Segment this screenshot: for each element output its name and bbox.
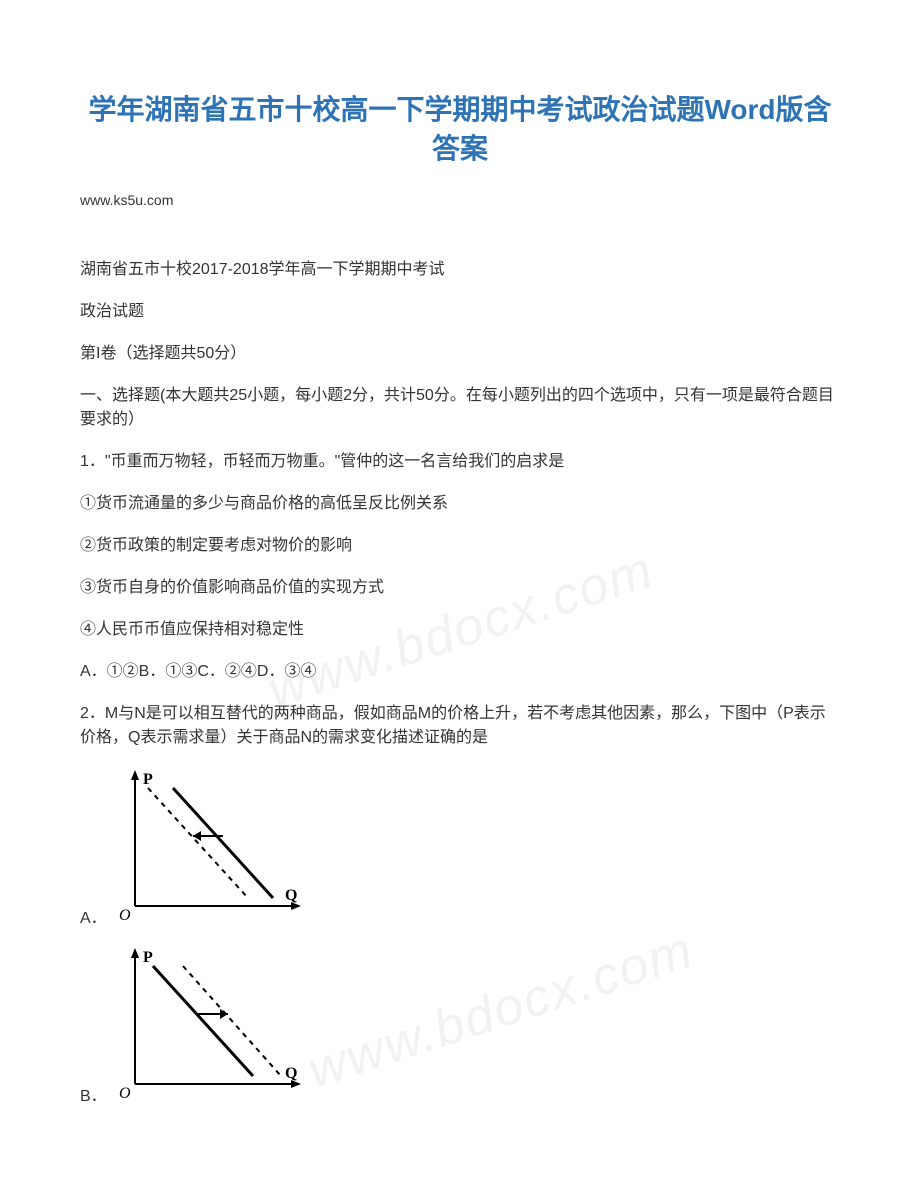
q1-option-1: ①货币流通量的多少与商品价格的高低呈反比例关系 xyxy=(80,492,840,516)
q2-stem: 2．M与N是可以相互替代的两种商品，假如商品M的价格上升，若不考虑其他因素，那么… xyxy=(80,702,840,750)
section-header: 第I卷（选择题共50分） xyxy=(80,342,840,366)
q1-stem: 1．"币重而万物轻，币轻而万物重。"管仲的这一名言给我们的启求是 xyxy=(80,450,840,474)
q2-option-b-row: B． P Q O xyxy=(80,946,840,1106)
svg-text:P: P xyxy=(143,949,153,966)
demand-chart-b: P Q O xyxy=(113,946,303,1106)
svg-text:O: O xyxy=(119,1085,131,1102)
source-url: www.ks5u.com xyxy=(80,192,840,208)
q1-option-2: ②货币政策的制定要考虑对物价的影响 xyxy=(80,534,840,558)
svg-text:Q: Q xyxy=(285,1065,297,1082)
exam-header: 湖南省五市十校2017-2018学年高一下学期期中考试 xyxy=(80,258,840,282)
option-b-label: B． xyxy=(80,1082,107,1106)
instructions: 一、选择题(本大题共25小题，每小题2分，共计50分。在每小题列出的四个选项中，… xyxy=(80,384,840,432)
svg-text:Q: Q xyxy=(285,887,297,904)
q1-answer-options: A．①②B．①③C．②④D．③④ xyxy=(80,660,840,684)
subject-line: 政治试题 xyxy=(80,300,840,324)
q1-option-3: ③货币自身的价值影响商品价值的实现方式 xyxy=(80,576,840,600)
q2-option-a-row: A． P Q O xyxy=(80,768,840,928)
q1-option-4: ④人民币币值应保持相对稳定性 xyxy=(80,618,840,642)
demand-chart-a: P Q O xyxy=(113,768,303,928)
svg-text:O: O xyxy=(119,907,131,924)
option-a-label: A． xyxy=(80,904,107,928)
document-title: 学年湖南省五市十校高一下学期期中考试政治试题Word版含答案 xyxy=(80,90,840,168)
svg-text:P: P xyxy=(143,771,153,788)
